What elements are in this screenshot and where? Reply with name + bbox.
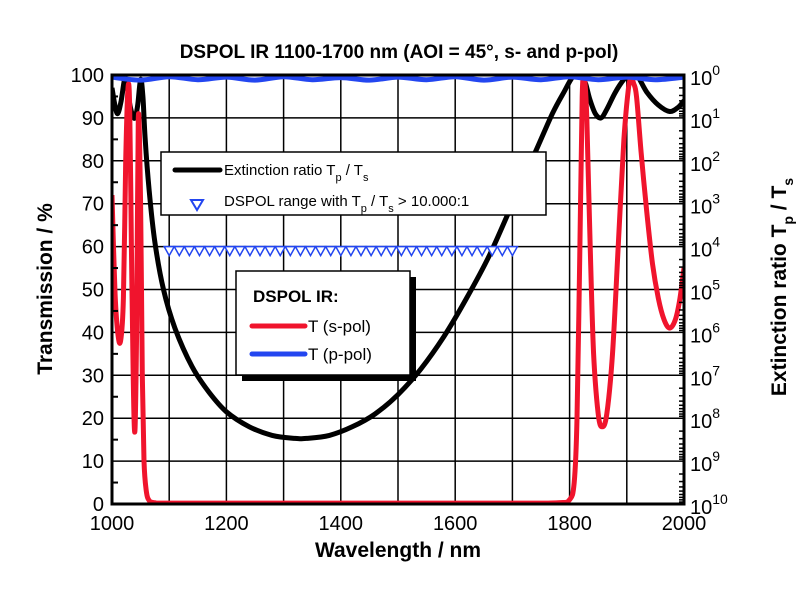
- y2-tick-label: 102: [690, 148, 720, 176]
- y2-tick-label: 104: [690, 234, 720, 262]
- x-tick-label: 1200: [204, 513, 249, 535]
- series-range-marker: [425, 245, 438, 258]
- series-range-marker: [173, 245, 186, 258]
- series-range-marker: [223, 245, 237, 258]
- y2-tick-label: 1010: [690, 491, 728, 519]
- y-tick-label: 20: [82, 408, 104, 430]
- y-tick-label: 10: [82, 451, 104, 473]
- series-range-marker: [395, 245, 408, 258]
- y2-tick-label: 105: [690, 277, 720, 305]
- series-range-marker: [294, 245, 307, 258]
- chart-title: DSPOL IR 1100-1700 nm (AOI = 45°, s- and…: [180, 42, 619, 63]
- series-range-marker: [374, 245, 388, 258]
- plot-frame: [110, 73, 686, 506]
- series-range-marker: [344, 245, 358, 258]
- y-tick-label: 60: [82, 237, 104, 259]
- y-tick-label: 50: [82, 280, 104, 302]
- legend-p-pol-label: T (p-pol): [308, 345, 372, 364]
- series-range-marker: [405, 245, 418, 258]
- series-range-marker: [253, 245, 267, 258]
- legend-triangle-icon: [189, 199, 205, 212]
- y-tick-label: 30: [82, 365, 104, 387]
- series-range-marker: [465, 245, 479, 258]
- y2-tick-label: 107: [690, 362, 720, 390]
- y-tick-label: 90: [82, 108, 104, 130]
- series-range-marker: [273, 245, 287, 258]
- y-tick-label: 70: [82, 194, 104, 216]
- y2-tick-label: 103: [690, 191, 720, 219]
- series-layer: [112, 75, 684, 504]
- series-range-marker: [183, 245, 196, 258]
- series-p-pol: [112, 75, 684, 83]
- y-axis-label: Transmission / %: [34, 203, 57, 375]
- y2-tick-label: 106: [690, 319, 720, 347]
- x-tick-label: 1400: [319, 513, 364, 535]
- series-range-marker: [485, 245, 499, 258]
- x-tick-label: 1600: [433, 513, 478, 535]
- legend-extinction-label: Extinction ratio Tp / Ts: [224, 162, 369, 184]
- series-range-marker: [314, 245, 327, 258]
- series-range-marker: [455, 245, 469, 258]
- y-tick-label: 100: [71, 65, 104, 87]
- y-tick-label: 40: [82, 322, 104, 344]
- series-range-marker: [445, 245, 459, 258]
- y2-tick-label: 108: [690, 405, 720, 433]
- series-range-marker: [354, 245, 368, 258]
- series-range-marker: [243, 245, 257, 258]
- ticks: 1000 1200 1400 1600 1800 2000 0 10 20 30 40 50 60 70 8…: [71, 62, 728, 535]
- series-range-marker: [435, 245, 449, 258]
- series-range-marker: [364, 245, 378, 258]
- series-extinction-ratio: [112, 75, 684, 442]
- x-tick-label: 2000: [662, 513, 707, 535]
- y-tick-label: 80: [82, 151, 104, 173]
- y2-tick-label: 109: [690, 448, 720, 476]
- y-tick-label: 0: [93, 494, 104, 516]
- series-range-marker: [415, 245, 428, 258]
- series-range-marker: [384, 245, 398, 258]
- x-axis-label: Wavelength / nm: [315, 539, 481, 562]
- legend-dspol-title: DSPOL IR:: [253, 287, 339, 306]
- series-range-marker: [213, 245, 226, 258]
- series-range-marker: [284, 245, 297, 258]
- y2-tick-label: 101: [690, 105, 720, 133]
- series-range-marker: [324, 245, 337, 258]
- legend-dspol-ir: DSPOL IR: T (s-pol) T (p-pol): [235, 270, 416, 381]
- y2-axis-label: Extinction ratio Tp / Ts: [768, 178, 796, 396]
- series-range-marker: [475, 245, 489, 258]
- y2-tick-label: 100: [690, 62, 720, 90]
- x-tick-label: 1000: [90, 513, 135, 535]
- series-range-marker: [304, 245, 317, 258]
- series-range-marker: [233, 245, 247, 258]
- legend-s-pol-label: T (s-pol): [308, 317, 371, 336]
- series-range-marker: [162, 245, 176, 258]
- series-range-marker: [193, 245, 206, 258]
- series-range-marker: [203, 245, 216, 258]
- series-range-marker: [263, 245, 277, 258]
- legend-range-label: DSPOL range with Tp / Ts > 10.000:1: [224, 193, 469, 215]
- legend-extinction: Extinction ratio Tp / Ts DSPOL range wit…: [160, 151, 547, 216]
- series-range-marker: [334, 245, 348, 258]
- x-tick-label: 1800: [547, 513, 592, 535]
- series-range-marker: [506, 245, 519, 258]
- series-s-pol: [112, 75, 684, 504]
- series-range-marker: [496, 245, 509, 258]
